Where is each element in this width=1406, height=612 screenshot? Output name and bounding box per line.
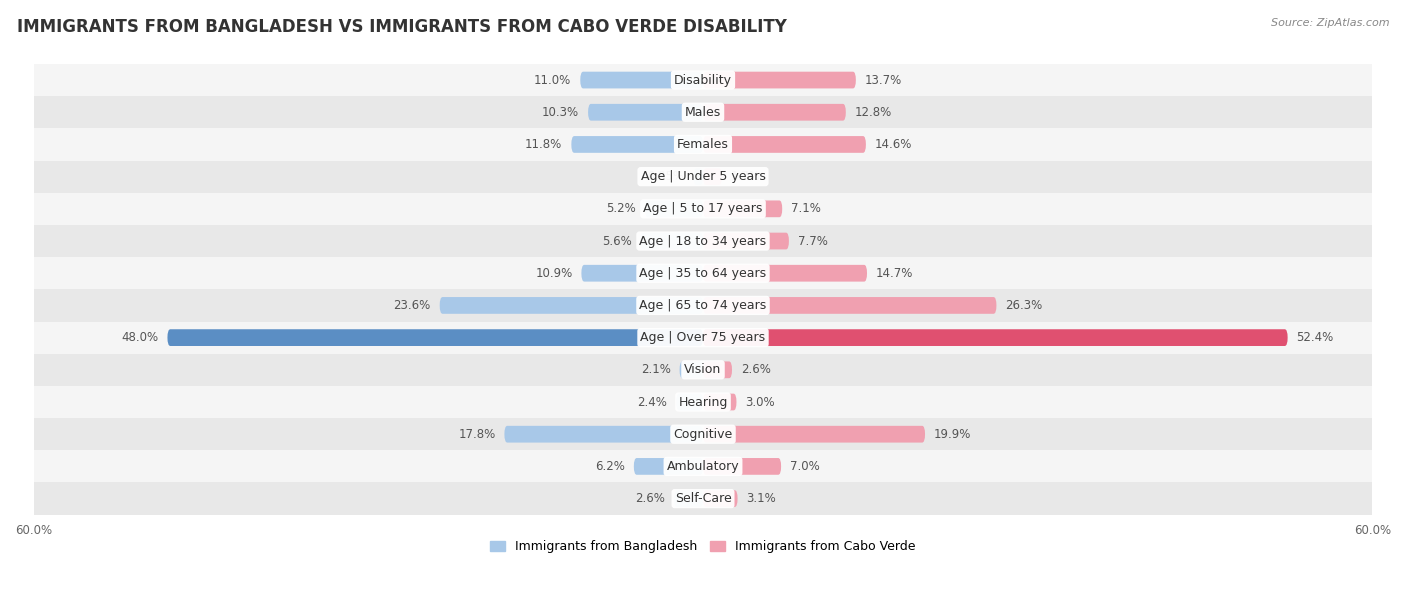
FancyBboxPatch shape xyxy=(703,329,1288,346)
FancyBboxPatch shape xyxy=(440,297,703,314)
Bar xyxy=(34,225,1372,257)
FancyBboxPatch shape xyxy=(167,329,703,346)
Text: 14.6%: 14.6% xyxy=(875,138,912,151)
Text: Disability: Disability xyxy=(673,73,733,86)
FancyBboxPatch shape xyxy=(703,201,782,217)
Text: 26.3%: 26.3% xyxy=(1005,299,1043,312)
Text: 2.6%: 2.6% xyxy=(636,492,665,505)
Text: Ambulatory: Ambulatory xyxy=(666,460,740,473)
FancyBboxPatch shape xyxy=(673,490,703,507)
FancyBboxPatch shape xyxy=(505,426,703,442)
Legend: Immigrants from Bangladesh, Immigrants from Cabo Verde: Immigrants from Bangladesh, Immigrants f… xyxy=(485,535,921,558)
Bar xyxy=(34,418,1372,450)
Text: Self-Care: Self-Care xyxy=(675,492,731,505)
FancyBboxPatch shape xyxy=(703,394,737,411)
FancyBboxPatch shape xyxy=(676,394,703,411)
FancyBboxPatch shape xyxy=(582,265,703,282)
Text: Age | Under 5 years: Age | Under 5 years xyxy=(641,170,765,183)
FancyBboxPatch shape xyxy=(703,458,782,475)
Text: Source: ZipAtlas.com: Source: ZipAtlas.com xyxy=(1271,18,1389,28)
Text: 5.6%: 5.6% xyxy=(602,234,631,247)
Text: 23.6%: 23.6% xyxy=(394,299,430,312)
FancyBboxPatch shape xyxy=(703,104,846,121)
Text: 7.0%: 7.0% xyxy=(790,460,820,473)
Text: 10.3%: 10.3% xyxy=(543,106,579,119)
Text: 10.9%: 10.9% xyxy=(536,267,572,280)
FancyBboxPatch shape xyxy=(703,168,721,185)
Text: 7.1%: 7.1% xyxy=(792,203,821,215)
Text: Age | Over 75 years: Age | Over 75 years xyxy=(641,331,765,344)
Bar xyxy=(34,129,1372,160)
Text: 7.7%: 7.7% xyxy=(797,234,828,247)
Bar xyxy=(34,160,1372,193)
FancyBboxPatch shape xyxy=(693,168,703,185)
FancyBboxPatch shape xyxy=(703,265,868,282)
FancyBboxPatch shape xyxy=(703,426,925,442)
Bar xyxy=(34,482,1372,515)
FancyBboxPatch shape xyxy=(703,72,856,88)
Bar xyxy=(34,96,1372,129)
Text: 17.8%: 17.8% xyxy=(458,428,495,441)
FancyBboxPatch shape xyxy=(703,362,733,378)
FancyBboxPatch shape xyxy=(703,136,866,153)
Bar xyxy=(34,64,1372,96)
Text: Cognitive: Cognitive xyxy=(673,428,733,441)
Bar xyxy=(34,289,1372,321)
Text: 52.4%: 52.4% xyxy=(1296,331,1334,344)
Bar xyxy=(34,450,1372,482)
FancyBboxPatch shape xyxy=(679,362,703,378)
Text: 14.7%: 14.7% xyxy=(876,267,914,280)
Text: 2.4%: 2.4% xyxy=(637,395,668,409)
Text: Age | 65 to 74 years: Age | 65 to 74 years xyxy=(640,299,766,312)
FancyBboxPatch shape xyxy=(581,72,703,88)
Text: Females: Females xyxy=(678,138,728,151)
Text: Vision: Vision xyxy=(685,364,721,376)
Text: 12.8%: 12.8% xyxy=(855,106,891,119)
Text: 11.8%: 11.8% xyxy=(526,138,562,151)
Text: 5.2%: 5.2% xyxy=(606,203,636,215)
Bar xyxy=(34,193,1372,225)
Text: 13.7%: 13.7% xyxy=(865,73,903,86)
Text: Age | 5 to 17 years: Age | 5 to 17 years xyxy=(644,203,762,215)
FancyBboxPatch shape xyxy=(588,104,703,121)
Text: 1.7%: 1.7% xyxy=(731,170,761,183)
FancyBboxPatch shape xyxy=(703,233,789,250)
Bar xyxy=(34,257,1372,289)
Text: Males: Males xyxy=(685,106,721,119)
FancyBboxPatch shape xyxy=(634,458,703,475)
Text: 6.2%: 6.2% xyxy=(595,460,624,473)
Text: 11.0%: 11.0% xyxy=(534,73,571,86)
Text: 3.1%: 3.1% xyxy=(747,492,776,505)
Text: Hearing: Hearing xyxy=(678,395,728,409)
Text: 48.0%: 48.0% xyxy=(121,331,159,344)
Text: 2.6%: 2.6% xyxy=(741,364,770,376)
FancyBboxPatch shape xyxy=(571,136,703,153)
Text: 0.85%: 0.85% xyxy=(648,170,685,183)
FancyBboxPatch shape xyxy=(641,233,703,250)
Text: IMMIGRANTS FROM BANGLADESH VS IMMIGRANTS FROM CABO VERDE DISABILITY: IMMIGRANTS FROM BANGLADESH VS IMMIGRANTS… xyxy=(17,18,787,36)
FancyBboxPatch shape xyxy=(703,490,738,507)
Bar xyxy=(34,386,1372,418)
Text: Age | 35 to 64 years: Age | 35 to 64 years xyxy=(640,267,766,280)
Text: Age | 18 to 34 years: Age | 18 to 34 years xyxy=(640,234,766,247)
Text: 2.1%: 2.1% xyxy=(641,364,671,376)
Text: 3.0%: 3.0% xyxy=(745,395,775,409)
Bar xyxy=(34,354,1372,386)
FancyBboxPatch shape xyxy=(703,297,997,314)
FancyBboxPatch shape xyxy=(645,201,703,217)
Bar xyxy=(34,321,1372,354)
Text: 19.9%: 19.9% xyxy=(934,428,972,441)
